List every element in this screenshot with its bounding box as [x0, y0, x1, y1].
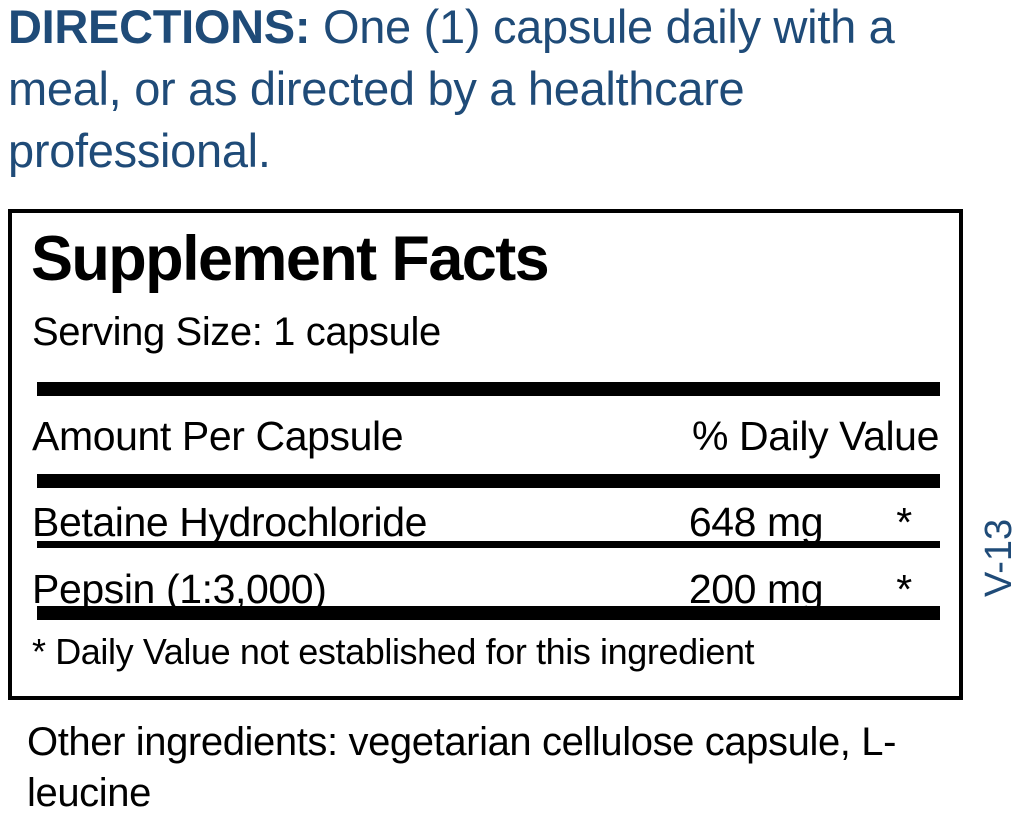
amount-per-capsule-header: Amount Per Capsule	[32, 413, 404, 459]
supplement-facts-panel: Supplement Facts Serving Size: 1 capsule…	[8, 209, 963, 700]
product-code-label: V-13	[978, 518, 1020, 597]
divider-thick-bottom	[37, 606, 940, 620]
serving-size-text: Serving Size: 1 capsule	[32, 310, 441, 354]
daily-value-header: % Daily Value	[692, 413, 939, 459]
ingredient-amount: 200 mg	[688, 566, 824, 612]
divider-thick-top	[37, 382, 940, 396]
directions-text: One (1) capsule daily with a meal, or as…	[8, 0, 908, 177]
supplement-facts-content: Supplement Facts Serving Size: 1 capsule…	[31, 213, 940, 696]
table-row: Betaine Hydrochloride 648 mg *	[31, 493, 940, 551]
ingredient-daily-value: *	[896, 499, 912, 545]
daily-value-footnote: * Daily Value not established for this i…	[32, 631, 755, 672]
divider-row-separator	[37, 541, 940, 548]
supplement-facts-title: Supplement Facts	[31, 224, 550, 294]
ingredient-name: Pepsin (1:3,000)	[32, 566, 327, 612]
ingredient-name: Betaine Hydrochloride	[32, 499, 427, 545]
directions-paragraph: DIRECTIONS: One (1) capsule daily with a…	[8, 0, 958, 182]
ingredient-daily-value: *	[896, 566, 912, 612]
directions-label: DIRECTIONS:	[8, 0, 311, 53]
table-row: Pepsin (1:3,000) 200 mg *	[31, 560, 940, 618]
other-ingredients-text: Other ingredients: vegetarian cellulose …	[27, 720, 896, 815]
divider-thick-header	[37, 474, 940, 488]
table-header-row: Amount Per Capsule % Daily Value	[31, 407, 940, 465]
ingredient-amount: 648 mg	[688, 499, 824, 545]
